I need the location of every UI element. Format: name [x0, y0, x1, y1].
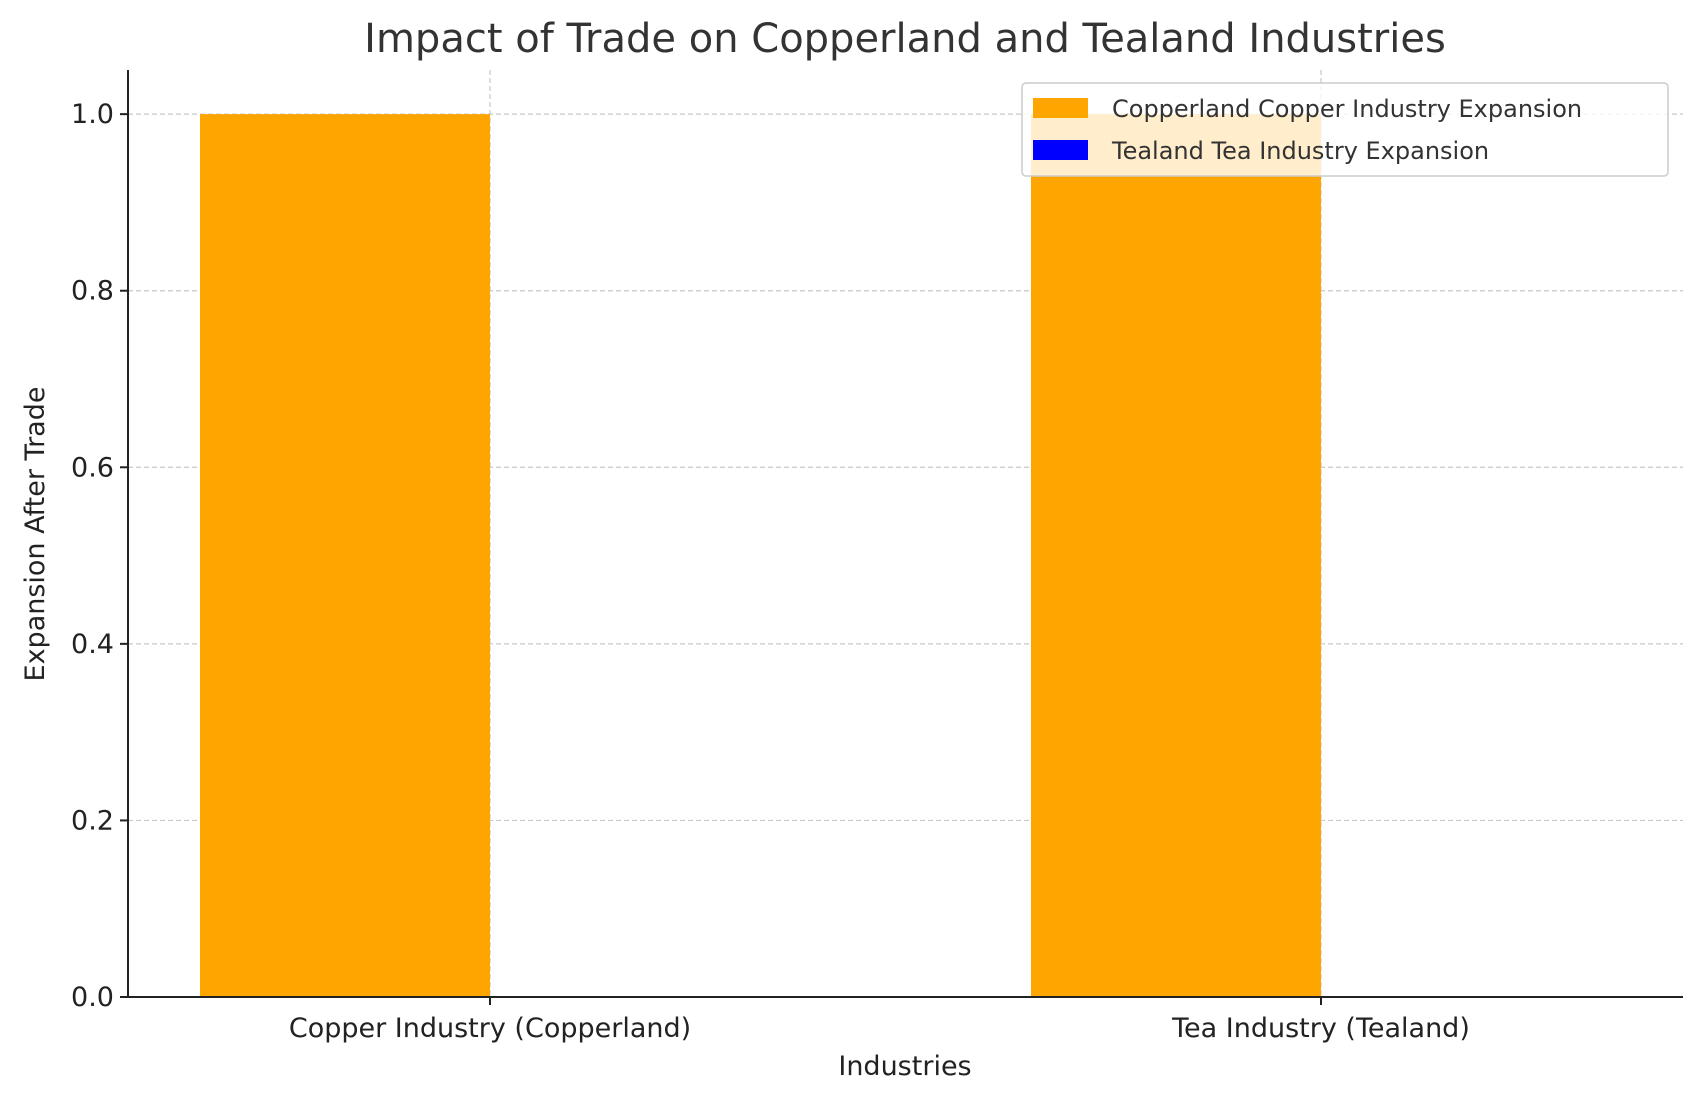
legend: Copperland Copper Industry Expansion Tea… [1021, 82, 1669, 177]
y-tick-label: 0.2 [71, 805, 114, 836]
x-tick-label: Copper Industry (Copperland) [289, 1013, 691, 1044]
y-tick-label: 0.4 [71, 629, 114, 660]
bars [200, 114, 1321, 997]
legend-label-copperland: Copperland Copper Industry Expansion [1112, 95, 1582, 123]
y-tick-label: 1.0 [71, 99, 114, 130]
legend-swatch-copperland [1033, 98, 1088, 118]
chart-title: Impact of Trade on Copperland and Tealan… [364, 16, 1446, 62]
x-tick-label: Tea Industry (Tealand) [1171, 1013, 1470, 1044]
legend-label-tealand: Tealand Tea Industry Expansion [1111, 137, 1489, 165]
x-axis-ticks: Copper Industry (Copperland) Tea Industry… [289, 997, 1470, 1044]
y-axis-ticks: 0.0 0.2 0.4 0.6 0.8 1.0 [71, 99, 128, 1013]
y-tick-label: 0.6 [71, 452, 114, 483]
bar-copperland-0 [200, 114, 490, 997]
y-axis-label: Expansion After Trade [20, 387, 51, 682]
y-tick-label: 0.8 [71, 276, 114, 307]
x-axis-label: Industries [838, 1051, 971, 1082]
bar-copperland-1 [1031, 114, 1321, 997]
legend-box [1021, 82, 1669, 177]
legend-swatch-tealand [1033, 140, 1088, 160]
y-tick-label: 0.0 [71, 982, 114, 1013]
